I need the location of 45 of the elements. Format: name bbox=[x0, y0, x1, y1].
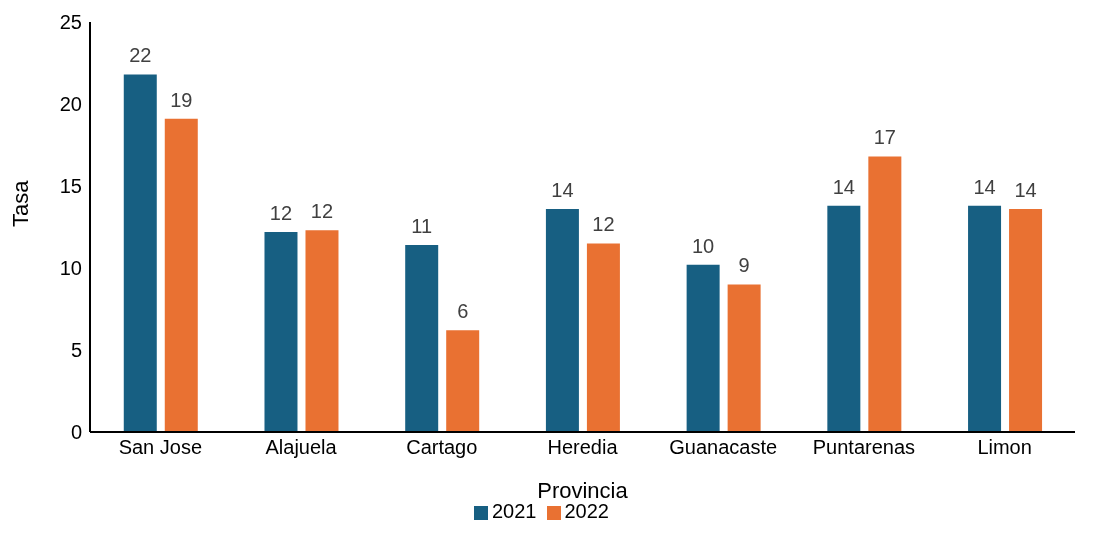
y-tick-label: 0 bbox=[70, 421, 82, 444]
bar bbox=[405, 245, 439, 432]
bar bbox=[123, 74, 157, 432]
bar bbox=[968, 205, 1002, 432]
x-tick-label: Guanacaste bbox=[669, 436, 778, 459]
legend-label: 2022 bbox=[564, 500, 609, 522]
data-label: 17 bbox=[873, 126, 896, 149]
y-tick-label: 10 bbox=[59, 257, 82, 280]
bar bbox=[305, 230, 339, 432]
x-axis-title: Provincia bbox=[537, 478, 629, 503]
bar bbox=[827, 205, 861, 432]
data-label: 6 bbox=[457, 300, 469, 323]
y-tick-label: 20 bbox=[59, 93, 82, 116]
bar bbox=[727, 284, 761, 432]
legend-label: 2021 bbox=[492, 500, 537, 522]
y-tick-label: 25 bbox=[59, 11, 82, 34]
y-tick-label: 15 bbox=[59, 175, 82, 198]
x-tick-label: San Jose bbox=[118, 436, 203, 459]
data-label: 22 bbox=[129, 44, 152, 67]
bar bbox=[264, 231, 298, 432]
data-label: 12 bbox=[592, 213, 615, 236]
x-tick-label: Alajuela bbox=[265, 436, 338, 459]
x-tick-label: Puntarenas bbox=[812, 436, 916, 459]
x-tick-label: Heredia bbox=[547, 436, 619, 459]
data-label: 19 bbox=[170, 88, 193, 111]
bar bbox=[868, 156, 902, 432]
bar bbox=[686, 264, 720, 432]
data-label: 12 bbox=[269, 201, 293, 224]
bar bbox=[545, 208, 579, 432]
data-label: 14 bbox=[1014, 178, 1037, 201]
y-tick-label: 5 bbox=[70, 339, 82, 362]
data-label: 12 bbox=[310, 200, 334, 223]
bar bbox=[446, 330, 480, 432]
x-tick-label: Limon bbox=[977, 436, 1032, 459]
bar bbox=[1009, 208, 1043, 432]
data-label: 14 bbox=[832, 175, 855, 198]
data-label: 10 bbox=[692, 234, 715, 257]
data-label: 9 bbox=[738, 254, 750, 277]
y-axis-title: Tasa bbox=[7, 179, 33, 227]
bar bbox=[586, 243, 620, 432]
bar bbox=[164, 118, 198, 432]
x-tick-label: Cartago bbox=[406, 436, 478, 459]
data-label: 14 bbox=[551, 178, 574, 201]
data-label: 11 bbox=[411, 215, 433, 238]
data-label: 14 bbox=[973, 175, 996, 198]
